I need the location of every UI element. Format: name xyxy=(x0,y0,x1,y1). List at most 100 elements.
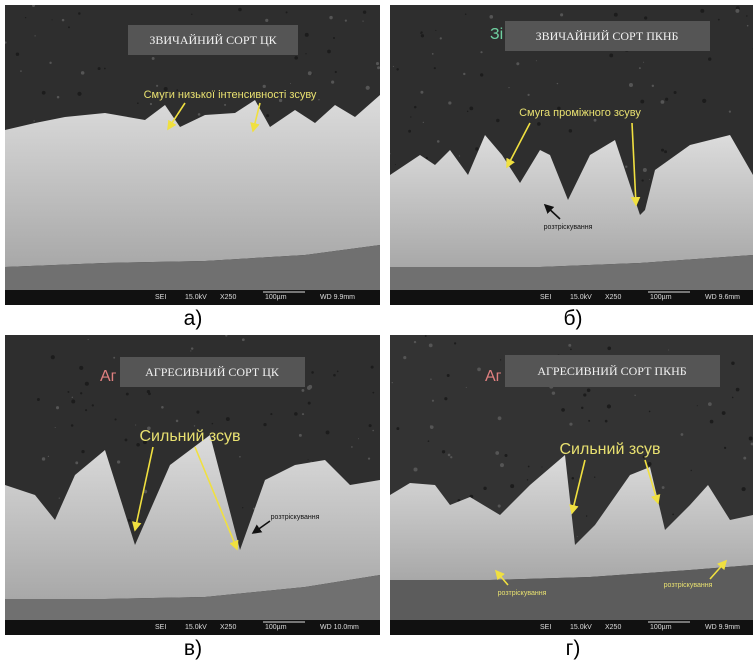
speck xyxy=(325,430,330,435)
speck xyxy=(81,450,85,454)
speck xyxy=(375,62,380,66)
speck xyxy=(252,507,255,510)
speck xyxy=(588,419,591,422)
speck xyxy=(114,418,117,421)
speck xyxy=(149,102,153,106)
speck xyxy=(709,419,714,424)
speck xyxy=(224,103,227,106)
speck xyxy=(307,401,311,405)
annotation: розтріскування xyxy=(271,513,320,521)
speck xyxy=(54,426,56,429)
speck xyxy=(285,11,288,14)
speck xyxy=(535,60,537,62)
speck xyxy=(71,396,74,399)
speck xyxy=(436,140,440,143)
speck xyxy=(58,497,60,499)
speck xyxy=(661,148,665,152)
scalebar-text: X250 xyxy=(220,624,236,631)
speck xyxy=(239,455,241,458)
speck xyxy=(454,342,457,345)
partial-label: Зі xyxy=(490,26,503,43)
speck xyxy=(644,16,648,20)
speck xyxy=(307,459,309,461)
speck xyxy=(447,453,451,457)
speck xyxy=(24,17,27,19)
speck xyxy=(463,72,466,76)
scalebar-text: 100µm xyxy=(265,294,287,301)
speck xyxy=(480,51,483,54)
speck xyxy=(735,8,740,13)
speck xyxy=(301,388,305,392)
speck xyxy=(78,12,81,15)
caption: а) xyxy=(183,307,203,330)
speck xyxy=(585,515,588,517)
speck xyxy=(298,433,302,437)
speck xyxy=(628,82,633,88)
speck xyxy=(551,391,556,395)
speck xyxy=(708,402,712,407)
speck xyxy=(648,178,650,180)
speck xyxy=(444,397,448,401)
scalebar-text: SEI xyxy=(155,294,166,301)
speck xyxy=(233,432,237,437)
annotation: розтріскування xyxy=(664,581,713,589)
speck xyxy=(430,378,432,381)
speck xyxy=(508,87,510,89)
speck xyxy=(475,147,479,151)
speck xyxy=(136,443,140,447)
speck xyxy=(372,429,374,432)
speck xyxy=(289,82,291,85)
speck xyxy=(80,392,83,395)
speck xyxy=(427,440,430,443)
speck xyxy=(51,19,53,21)
speck xyxy=(429,425,434,429)
speck xyxy=(541,466,543,468)
scalebar-text: 100µm xyxy=(650,294,672,301)
speck xyxy=(270,413,273,416)
speck xyxy=(304,32,309,37)
scalebar-text: SEI xyxy=(155,624,166,631)
speck xyxy=(333,373,336,377)
scalebar-text: WD 9.9mm xyxy=(320,294,355,301)
speck xyxy=(242,507,244,509)
speck xyxy=(527,93,530,96)
speck xyxy=(708,57,712,61)
speck xyxy=(344,19,347,22)
speck xyxy=(746,15,748,17)
speck xyxy=(483,486,487,491)
speck xyxy=(638,67,641,70)
speck xyxy=(648,410,651,413)
speck xyxy=(124,438,128,442)
speck xyxy=(311,371,314,374)
panel-title: АГРЕСИВНИЙ СОРТ ПКНБ xyxy=(537,364,686,378)
speck xyxy=(238,7,242,12)
speck xyxy=(431,52,434,55)
speck xyxy=(557,106,561,111)
speck xyxy=(606,404,612,409)
speck xyxy=(607,346,612,351)
speck xyxy=(265,18,269,22)
speck xyxy=(193,425,196,427)
speck xyxy=(394,164,396,166)
panel-title: ЗВИЧАЙНИЙ СОРТ ЦК xyxy=(149,33,277,47)
speck xyxy=(327,49,331,54)
speck xyxy=(190,347,194,350)
scalebar-text: WD 9.6mm xyxy=(705,294,740,301)
speck xyxy=(700,8,705,13)
speck xyxy=(56,95,60,99)
speck xyxy=(32,5,36,7)
speck xyxy=(91,404,94,407)
speck xyxy=(425,156,428,160)
speck xyxy=(125,392,129,396)
speck xyxy=(424,335,427,337)
speck xyxy=(104,67,106,70)
speck xyxy=(294,56,298,60)
scalebar-text: 100µm xyxy=(265,624,287,631)
speck xyxy=(225,417,230,421)
annotation: Смуга проміжного зсуву xyxy=(519,107,641,119)
speck xyxy=(604,419,608,423)
speck xyxy=(690,469,692,472)
speck xyxy=(159,94,161,96)
speck xyxy=(116,460,121,464)
